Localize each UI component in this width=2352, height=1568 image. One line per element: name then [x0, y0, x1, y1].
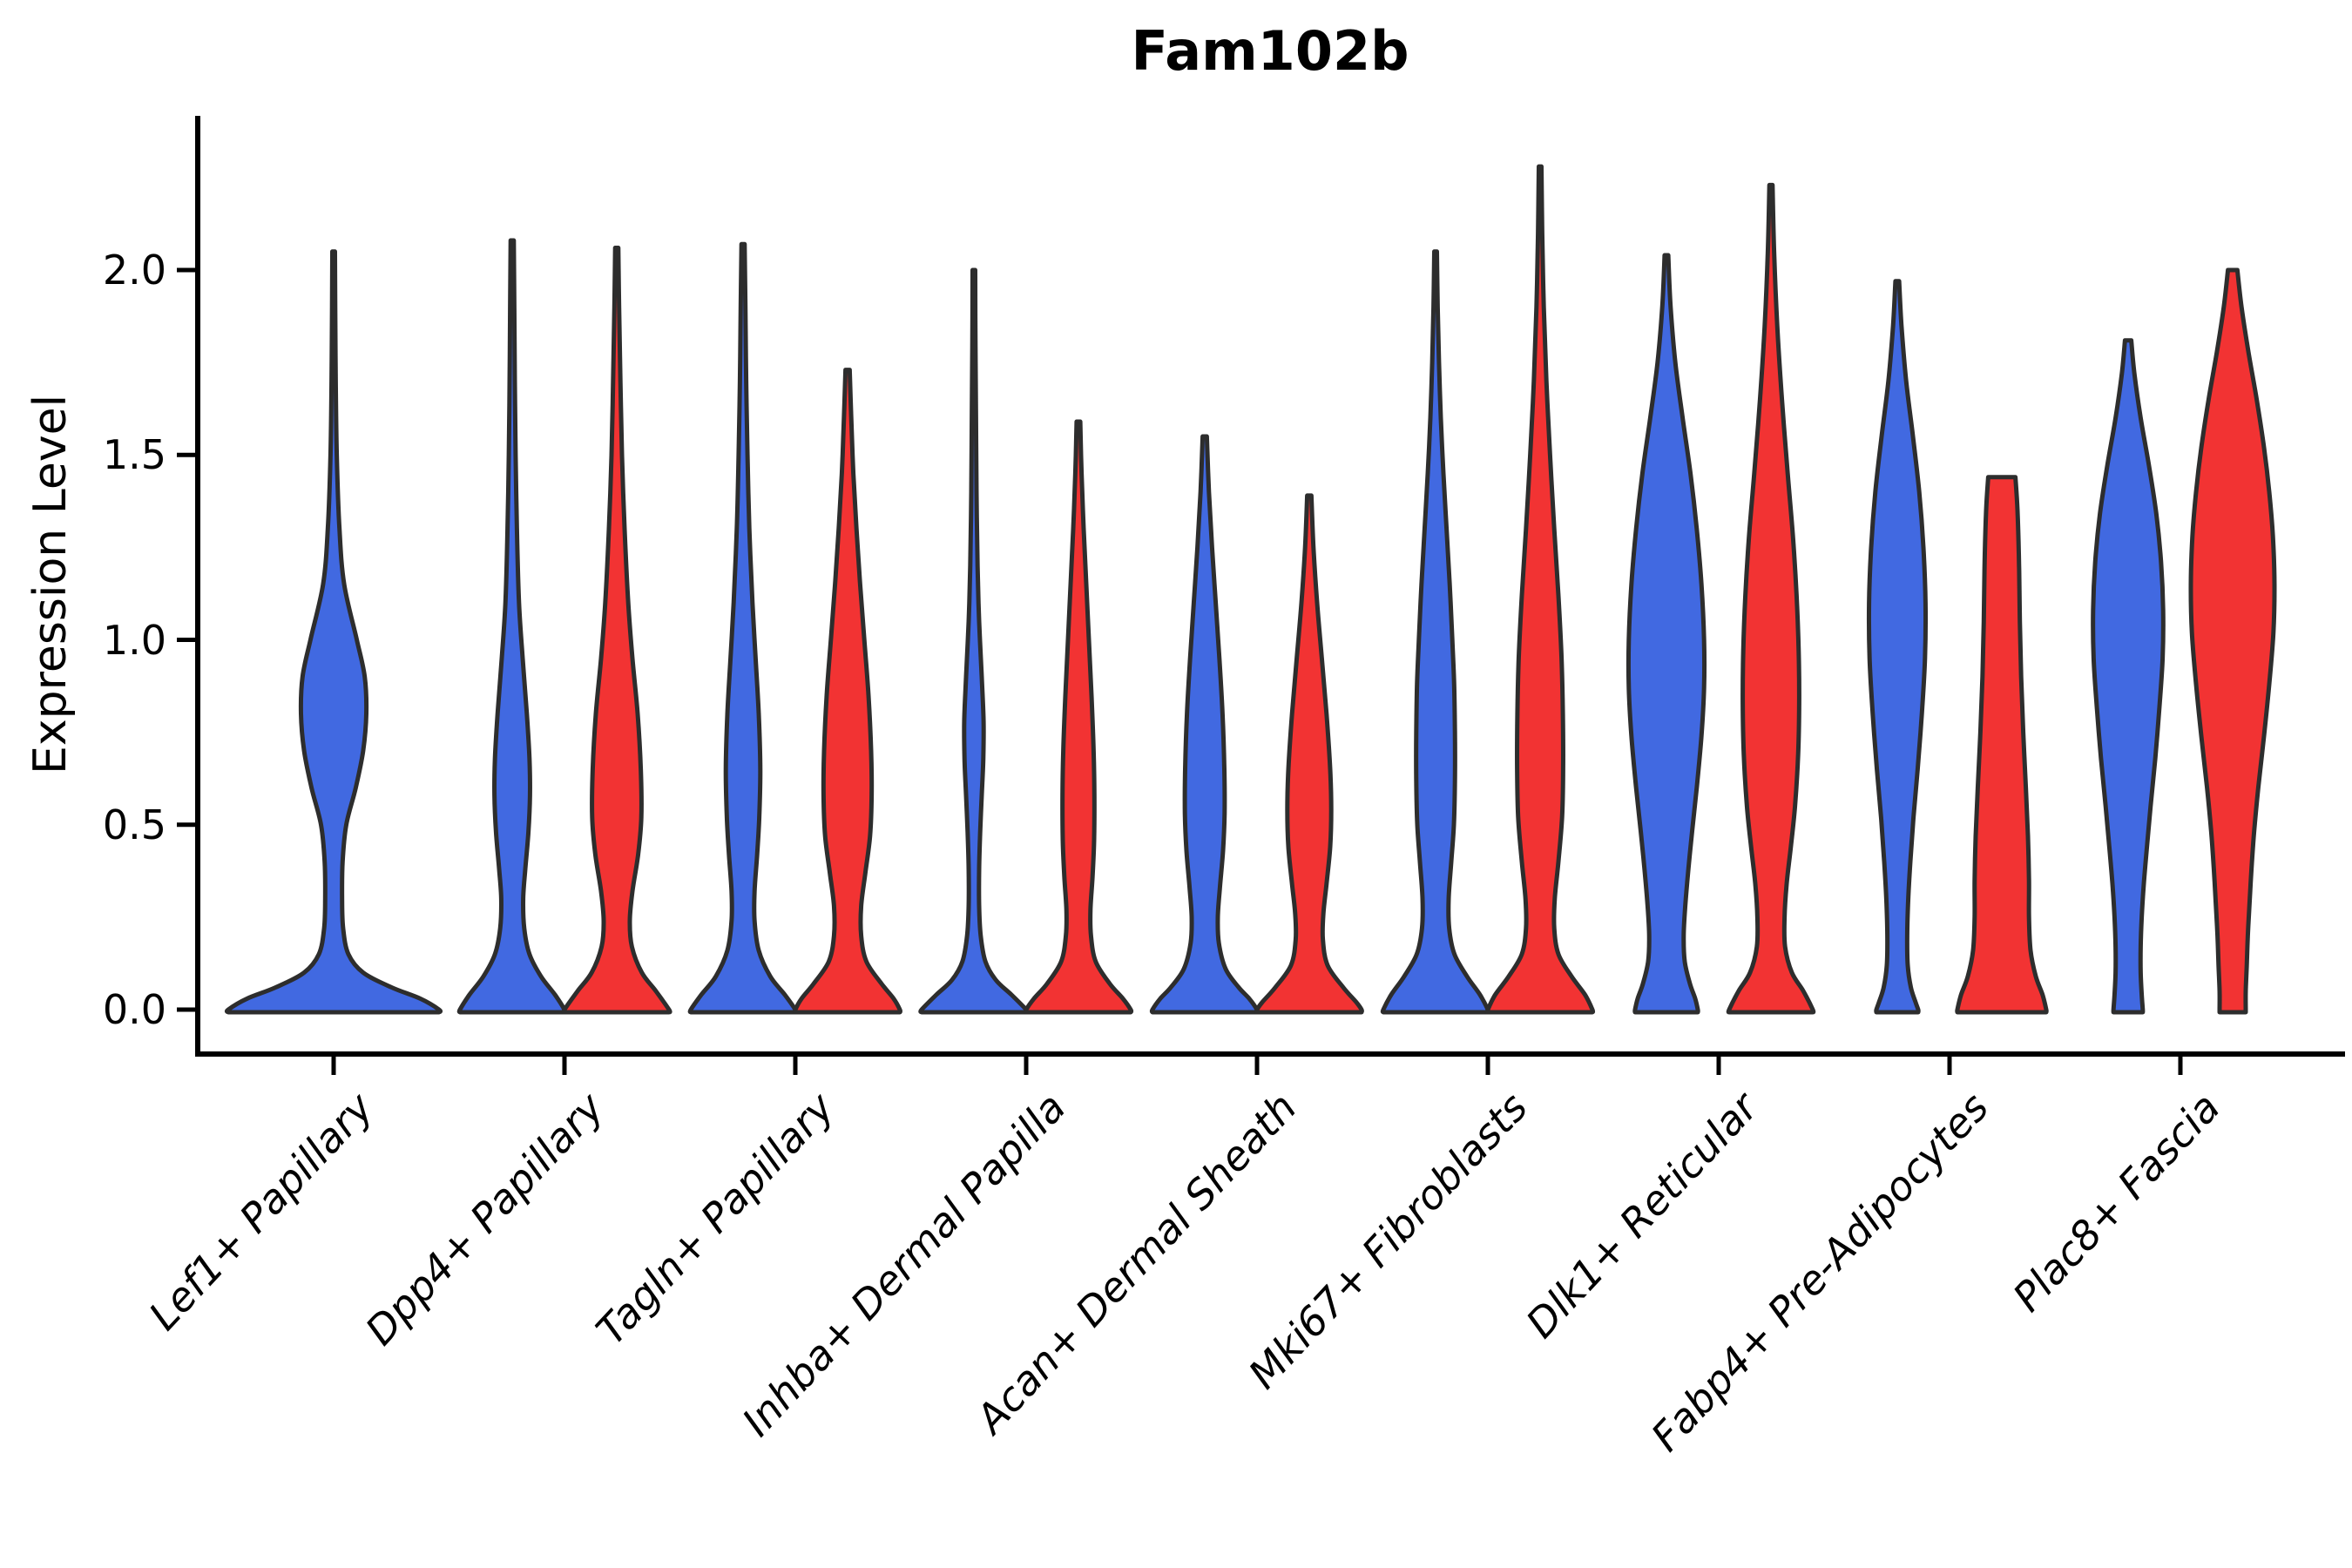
violin-dpp4-blue: [456, 238, 568, 1015]
violin-tagln-blue: [687, 241, 799, 1015]
violin-tagln-red: [792, 368, 903, 1015]
violin-plac8-blue: [2091, 338, 2166, 1015]
violin-dpp4-red: [561, 246, 672, 1015]
y-tick-label: 0.0: [102, 986, 166, 1033]
violin-mki67-blue: [1380, 249, 1491, 1015]
violin-fabp4-red: [1955, 475, 2049, 1015]
violin-inhba-blue: [918, 267, 1030, 1015]
y-tick-label: 2.0: [102, 247, 166, 294]
chart-title: Fam102b: [1131, 19, 1409, 83]
y-tick-label: 1.0: [102, 616, 166, 664]
violin-inhba-red: [1023, 419, 1134, 1015]
violin-lef1-blue: [224, 249, 443, 1015]
violin-dlk1-blue: [1625, 253, 1707, 1015]
violin-plac8-red: [2188, 267, 2277, 1015]
violin-mki67-red: [1484, 164, 1596, 1015]
violin-acan-blue: [1149, 434, 1260, 1015]
violin-dlk1-red: [1726, 182, 1816, 1015]
y-tick-label: 0.5: [102, 801, 166, 848]
y-tick-label: 1.5: [102, 431, 166, 479]
violin-acan-red: [1254, 493, 1364, 1015]
violin-fabp4-blue: [1866, 279, 1929, 1015]
